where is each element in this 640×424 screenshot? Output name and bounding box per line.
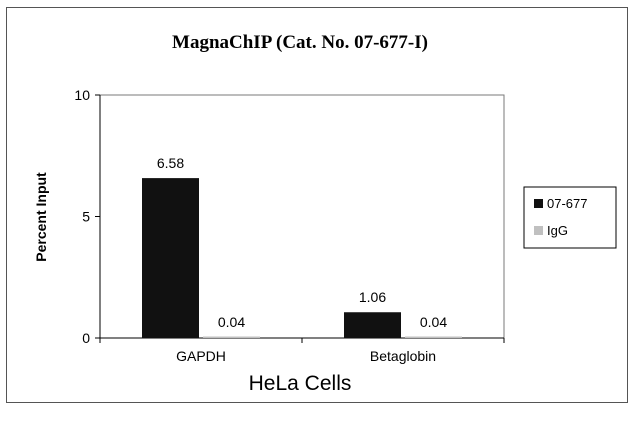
data-label: 6.58 (157, 155, 184, 171)
x-tick-label: GAPDH (176, 348, 226, 364)
bar-07-677-gapdh (142, 178, 199, 338)
y-tick-label: 5 (82, 209, 90, 225)
y-axis-label: Percent Input (33, 172, 49, 262)
legend-label: 07-677 (547, 196, 587, 211)
bars (142, 178, 462, 338)
data-label: 1.06 (359, 289, 386, 305)
bar-igg-gapdh (203, 336, 260, 338)
legend-swatch (534, 199, 543, 208)
x-tick-label: Betaglobin (370, 348, 436, 364)
chart-title: MagnaChIP (Cat. No. 07-677-I) (172, 32, 428, 53)
x-ticks (99, 338, 505, 343)
legend-box (523, 186, 617, 249)
x-axis-label: HeLa Cells (249, 372, 352, 395)
y-ticks: 0 5 10 (74, 87, 100, 346)
data-label: 0.04 (420, 314, 447, 330)
legend-label: IgG (547, 223, 568, 238)
legend-swatch (534, 226, 543, 235)
category-labels: GAPDH Betaglobin (176, 348, 436, 364)
bar-igg-betaglobin (405, 336, 462, 338)
legend: 07-677 IgG (534, 196, 587, 238)
y-tick-label: 0 (82, 330, 90, 346)
y-tick-label: 10 (74, 87, 90, 103)
value-labels: 6.58 0.04 1.06 0.04 (157, 155, 447, 330)
bar-07-677-betaglobin (344, 312, 401, 338)
data-label: 0.04 (218, 314, 245, 330)
